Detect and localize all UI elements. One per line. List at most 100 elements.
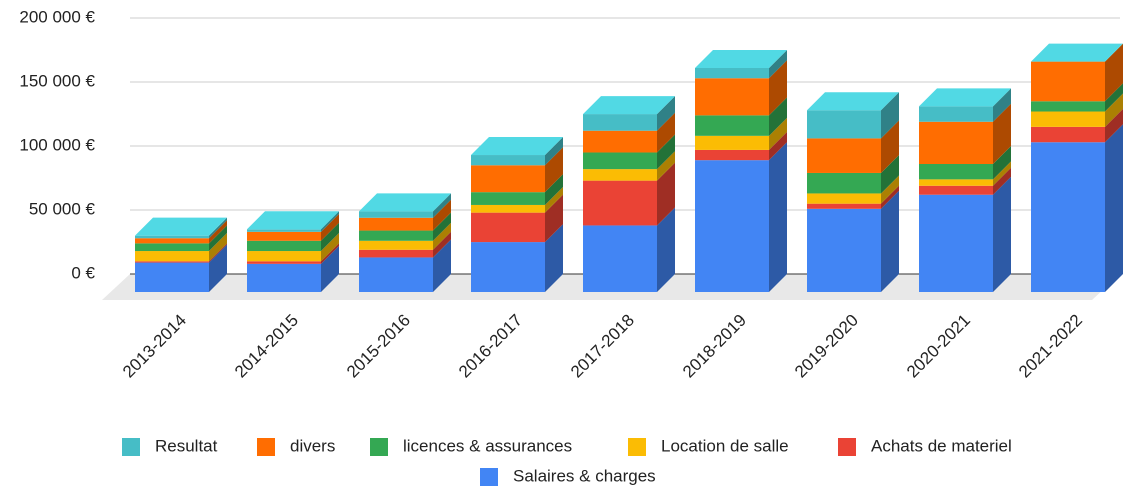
bar-segment-side (993, 103, 1011, 164)
bar-segment (359, 240, 433, 250)
bar-segment (359, 217, 433, 231)
bar-segment (1031, 101, 1105, 112)
bar-segment (919, 185, 993, 195)
bar-segment-side (433, 199, 451, 231)
bar-segment-side (657, 96, 675, 131)
legend-label: Achats de materiel (871, 436, 1012, 455)
bar-segment-side (209, 243, 227, 263)
legend-label: licences & assurances (403, 436, 572, 455)
x-tick-label: 2016-2017 (455, 311, 526, 382)
bar-segment-side (321, 243, 339, 264)
legend-swatch (628, 438, 646, 456)
bar-segment (583, 152, 657, 170)
legend-label: Location de salle (661, 436, 789, 455)
x-tick-label: 2014-2015 (231, 311, 302, 382)
bar-segment-side (769, 117, 787, 150)
bar-segment (919, 121, 993, 164)
bar-segment-side (881, 190, 899, 292)
bar-segment (359, 211, 433, 218)
bar-segment (695, 149, 769, 161)
bar-segment-side (769, 50, 787, 79)
bar-segment-side (881, 120, 899, 173)
x-tick-label: 2015-2016 (343, 311, 414, 382)
y-tick-label: 150 000 € (19, 71, 95, 90)
bar-segment-side (881, 92, 899, 139)
bar-segment-side (545, 194, 563, 243)
x-tick-label: 2018-2019 (679, 311, 750, 382)
bar-segment-side (209, 233, 227, 262)
bar-segment (471, 242, 545, 292)
bar-top (695, 50, 787, 68)
legend-swatch (838, 438, 856, 456)
bar-segment-side (1105, 108, 1123, 143)
bar-top (1031, 43, 1123, 62)
bar-segment (807, 208, 881, 292)
bar-segment-side (769, 97, 787, 136)
bar-segment-side (209, 244, 227, 292)
bar-segment (471, 155, 545, 166)
x-tick-label: 2020-2021 (903, 311, 974, 382)
bar-top (807, 92, 899, 111)
bar-segment (919, 106, 993, 122)
bar-segment (359, 230, 433, 241)
bar-segment (695, 78, 769, 116)
bar-segment-side (545, 147, 563, 193)
bar-segment (135, 243, 209, 252)
bar-segment (471, 204, 545, 213)
bar-segment-side (993, 176, 1011, 292)
bar-segment (807, 193, 881, 204)
legend-swatch (370, 438, 388, 456)
legend-swatch (257, 438, 275, 456)
bar-top (135, 217, 227, 236)
bar-segment-side (545, 186, 563, 213)
bar-segment-side (657, 112, 675, 153)
bar-segment-side (1105, 83, 1123, 112)
bar-segment-side (321, 233, 339, 262)
bar-segment-side (433, 212, 451, 241)
y-tick-label: 50 000 € (29, 199, 96, 218)
bar-segment-side (657, 134, 675, 170)
bar-segment-side (1105, 124, 1123, 293)
bar-segment (583, 114, 657, 131)
bar-segment (1031, 142, 1105, 292)
bar-segment (919, 194, 993, 292)
bar-segment-side (657, 162, 675, 226)
bar-segment (135, 261, 209, 263)
bar-segment (135, 235, 209, 239)
bar-top (583, 96, 675, 115)
x-tick-label: 2013-2014 (119, 311, 190, 382)
bar-segment (583, 180, 657, 226)
bar-segment-side (993, 88, 1011, 122)
bar-segment-side (433, 222, 451, 250)
bar-segment (359, 249, 433, 258)
bar-segment-side (657, 151, 675, 181)
legend-swatch (122, 438, 140, 456)
bar-segment (247, 263, 321, 292)
bar-top (359, 193, 451, 212)
bar-segment-side (209, 217, 227, 239)
bar-segment (695, 68, 769, 79)
bar-segment (1031, 61, 1105, 102)
bar-segment-side (769, 142, 787, 292)
bar-segment (247, 229, 321, 232)
bar-segment (135, 251, 209, 262)
bar-segment (807, 110, 881, 139)
bar-segment (919, 164, 993, 180)
bar-segment-side (321, 211, 339, 232)
y-tick-label: 100 000 € (19, 135, 95, 154)
bar-segment (471, 165, 545, 193)
bar-segment-side (1105, 93, 1123, 127)
bar-top (247, 211, 339, 230)
bar-segment-side (993, 161, 1011, 186)
bar-segment (135, 262, 209, 292)
bar-segment-side (881, 154, 899, 194)
legend-label: divers (290, 436, 335, 455)
bar-segment (471, 192, 545, 205)
bar-segment (583, 225, 657, 292)
bar-segment (247, 251, 321, 262)
bar-segment-side (321, 213, 339, 241)
bar-segment (247, 261, 321, 264)
bar-segment (807, 138, 881, 173)
bar-segment-side (881, 185, 899, 209)
